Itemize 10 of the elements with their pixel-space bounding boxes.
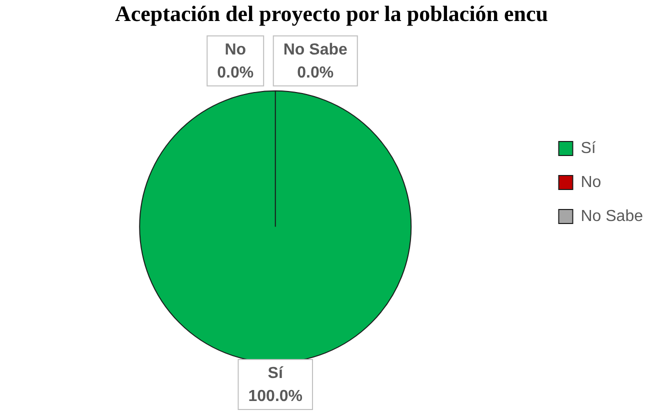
category-label: No (224, 41, 246, 58)
category-label: No Sabe (283, 41, 348, 58)
legend-label: No Sabe (580, 208, 644, 225)
legend-label: Sí (580, 140, 596, 157)
data-label: 100.0% (248, 388, 302, 405)
text: 0.0% (217, 64, 254, 82)
slice-label: Sí (268, 364, 284, 382)
legend-label: No (580, 174, 602, 191)
chart-title: Aceptación del proyecto por la población encu (114, 0, 548, 26)
text: 0.0% (297, 64, 334, 82)
